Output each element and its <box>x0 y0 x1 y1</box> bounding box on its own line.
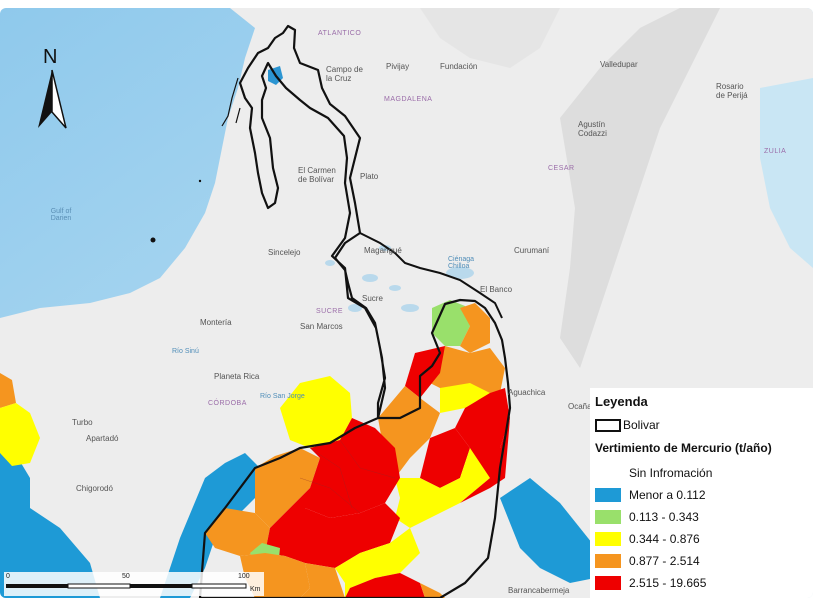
map-legend: Leyenda Bolivar Vertimiento de Mercurio … <box>590 388 813 598</box>
legend-item: Menor a 0.112 <box>595 486 810 504</box>
legend-swatch <box>595 488 621 502</box>
map-frame: N ATLANTICO Campo de la Cruz Pivijay Fundac… <box>0 8 813 598</box>
label-sucre-dept: SUCRE <box>316 308 344 315</box>
island <box>198 179 202 183</box>
north-arrow-icon <box>38 69 67 129</box>
legend-label: Menor a 0.112 <box>629 488 706 502</box>
municipal-lines <box>299 439 396 514</box>
legend-subtitle: Vertimiento de Mercurio (t/año) <box>595 441 772 455</box>
label-el-banco: El Banco <box>480 285 513 294</box>
legend-label: 2.515 - 19.665 <box>629 576 707 590</box>
label-valledupar: Valledupar <box>600 60 638 69</box>
region-yellow-far-west[interactable] <box>0 403 40 466</box>
legend-item: 0.344 - 0.876 <box>595 530 810 548</box>
legend-label: 0.877 - 2.514 <box>629 554 700 568</box>
label-rio-san-jorge: Río San Jorge <box>260 393 305 400</box>
region-blue-west[interactable] <box>0 448 100 598</box>
region-yellow-west[interactable] <box>280 376 352 448</box>
region-red-s[interactable] <box>345 573 425 598</box>
lake-maracaibo <box>760 78 813 268</box>
region-orange-sw-2[interactable] <box>205 508 270 556</box>
bolivar-boundary-east <box>359 232 503 319</box>
relief-mountains <box>560 8 720 368</box>
label-cesar: CESAR <box>548 165 575 172</box>
region-red-mid[interactable] <box>420 428 470 488</box>
region-orange-sw[interactable] <box>255 448 320 528</box>
label-chigorodo: Chigorodó <box>76 484 113 493</box>
legend-boundary-label: Bolivar <box>623 418 660 432</box>
legend-swatch <box>595 554 621 568</box>
region-yellow-mid[interactable] <box>395 448 500 528</box>
region-orange-north[interactable] <box>460 303 490 353</box>
region-blue-east[interactable] <box>500 478 600 583</box>
label-sucre-town: Sucre <box>362 294 383 303</box>
north-arrow-letter: N <box>43 46 58 68</box>
legend-swatch <box>595 510 621 524</box>
legend-swatch <box>595 466 621 480</box>
scale-tick-100: 100 <box>238 573 250 580</box>
label-rosario-de-perija: Rosario de Perijá <box>716 82 748 100</box>
region-red-east[interactable] <box>460 418 510 503</box>
label-zulia: ZULIA <box>764 148 787 155</box>
legend-swatch <box>595 576 621 590</box>
legend-item: 0.877 - 2.514 <box>595 552 810 570</box>
legend-title: Leyenda <box>595 394 648 409</box>
label-agustin-codazzi: Agustín Codazzi <box>578 120 607 138</box>
region-red-b[interactable] <box>455 388 510 448</box>
scale-tick-0: 0 <box>6 573 10 580</box>
label-curumani: Curumaní <box>514 246 550 255</box>
region-orange-s2[interactable] <box>300 563 345 598</box>
scale-bar: 0 50 100 Km <box>4 572 264 596</box>
relief-mountains-2 <box>420 8 560 68</box>
label-rio-sinu: Río Sinú <box>172 348 199 355</box>
legend-label: Sin Infromación <box>629 466 713 480</box>
scale-unit: Km <box>250 586 261 593</box>
scale-tick-50: 50 <box>122 573 130 580</box>
legend-item: 0.113 - 0.343 <box>595 508 810 526</box>
label-monteria: Montería <box>200 318 232 327</box>
label-barrancabermeja: Barrancabermeja <box>508 586 570 595</box>
label-turbo: Turbo <box>72 418 93 427</box>
label-cordoba: CÓRDOBA <box>208 400 247 407</box>
label-campo-de-la-cruz: Campo de la Cruz <box>326 65 363 83</box>
label-aguachica: Aguachica <box>508 388 546 397</box>
label-san-marcos: San Marcos <box>300 322 343 331</box>
legend-label: 0.344 - 0.876 <box>629 532 700 546</box>
label-pivijay: Pivijay <box>386 62 410 71</box>
label-planeta-rica: Planeta Rica <box>214 372 260 381</box>
region-red-south[interactable] <box>265 503 400 568</box>
legend-label: 0.113 - 0.343 <box>629 510 699 524</box>
legend-item: 2.515 - 19.665 <box>595 574 810 592</box>
legend-swatch <box>595 532 621 546</box>
label-plato: Plato <box>360 172 379 181</box>
legend-item: Sin Infromación <box>595 464 810 482</box>
region-orange-far-south[interactable] <box>420 583 445 598</box>
label-sincelejo: Sincelejo <box>268 248 301 257</box>
island <box>150 237 156 243</box>
label-gulf-of-darien: Gulf of Darien <box>50 208 72 222</box>
legend-boundary-swatch <box>595 419 621 432</box>
coastline <box>221 77 241 127</box>
region-red-sw[interactable] <box>290 418 400 518</box>
label-apartado: Apartadó <box>86 434 119 443</box>
bolivar-boundary[interactable] <box>198 24 512 598</box>
region-yellow-s[interactable] <box>335 528 420 598</box>
label-cienaga-chilloa: Ciénaga Chilloa <box>448 256 475 270</box>
wetlands <box>325 245 474 312</box>
label-magdalena: MAGDALENA <box>384 96 433 103</box>
region-yellow-a[interactable] <box>440 383 490 413</box>
region-orange-far-west[interactable] <box>0 373 16 408</box>
label-magangue: Magangué <box>364 246 402 255</box>
label-fundacion: Fundación <box>440 62 478 71</box>
label-ocana: Ocaña <box>568 402 592 411</box>
label-el-carmen-de-bolivar: El Carmen de Bolívar <box>298 166 336 184</box>
label-atlantico: ATLANTICO <box>318 30 362 37</box>
